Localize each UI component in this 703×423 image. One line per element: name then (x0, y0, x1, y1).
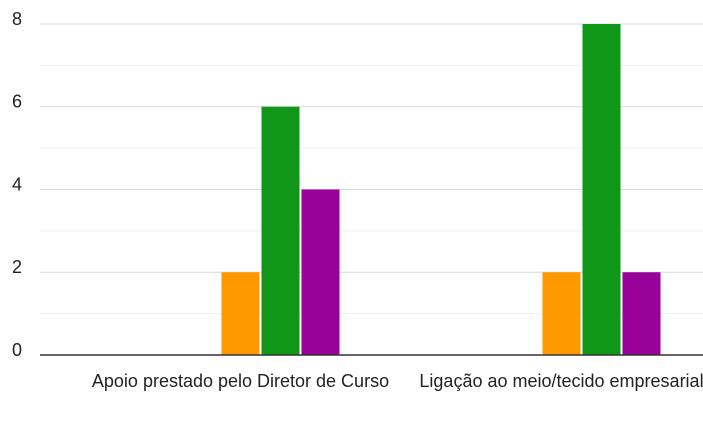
y-tick-label: 8 (12, 9, 22, 29)
x-tick-label: Ligação ao meio/tecido empresarial (419, 371, 703, 391)
y-tick-label: 2 (12, 257, 22, 277)
y-tick-label: 6 (12, 92, 22, 112)
bar (301, 189, 340, 355)
bar (542, 272, 581, 355)
bar (622, 272, 661, 355)
bar (221, 272, 260, 355)
bar (261, 106, 300, 355)
y-tick-label: 0 (12, 340, 22, 360)
x-tick-label: Apoio prestado pelo Diretor de Curso (91, 371, 390, 391)
y-tick-label: 4 (12, 174, 22, 194)
bar (582, 24, 621, 355)
